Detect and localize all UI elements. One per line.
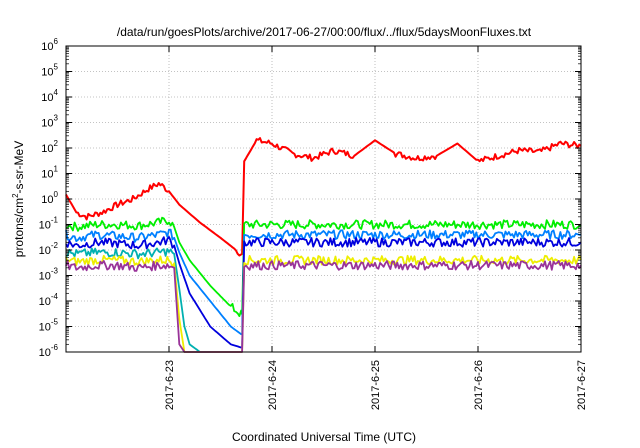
y-tick-label-base: 10: [41, 118, 53, 130]
y-tick-label: 10-2: [39, 241, 59, 257]
y-tick-label-exp: -1: [51, 216, 59, 225]
y-tick-label-base: 10: [41, 194, 53, 206]
y-tick-label-base: 10: [41, 67, 53, 79]
y-tick-label-exp: 5: [54, 63, 59, 72]
chart-title: /data/run/goesPlots/archive/2017-06-27/0…: [117, 25, 532, 39]
y-tick-label-exp: -5: [51, 318, 59, 327]
y-tick-label-base: 10: [39, 271, 51, 283]
y-axis-label-units: -s-sr-MeV: [12, 141, 26, 194]
x-axis-label: Coordinated Universal Time (UTC): [232, 430, 416, 444]
y-tick-label-base: 10: [41, 41, 53, 53]
x-tick-label: 2017-6-26: [473, 360, 485, 410]
y-tick-label: 10-4: [39, 292, 59, 308]
y-tick-label-exp: 2: [54, 139, 59, 148]
y-tick-label: 101: [41, 165, 58, 181]
y-axis-label: protons/cm2-s-sr-MeV: [11, 141, 26, 257]
y-tick-label: 10-3: [39, 267, 59, 283]
y-tick-label-base: 10: [39, 220, 51, 232]
x-tick-label: 2017-6-27: [576, 360, 588, 410]
y-tick-label-base: 10: [39, 347, 51, 359]
y-axis-label-main: protons/cm: [12, 198, 26, 257]
y-tick-label: 10-5: [39, 318, 59, 334]
y-tick-label-exp: -4: [51, 292, 59, 301]
y-tick-label-exp: -3: [51, 267, 59, 276]
y-tick-label: 105: [41, 63, 58, 79]
series-line-2: [65, 216, 582, 317]
y-tick-label-base: 10: [39, 245, 51, 257]
y-tick-label: 106: [41, 37, 58, 53]
y-tick-label-exp: 6: [54, 37, 59, 46]
series-line-3: [65, 228, 582, 336]
series-line-6: [65, 254, 582, 353]
y-tick-label: 103: [41, 114, 58, 130]
y-tick-label: 104: [41, 88, 58, 104]
series-group: [65, 137, 582, 353]
series-line-7: [65, 260, 582, 353]
plot-frame: [65, 45, 582, 353]
y-tick-label-base: 10: [39, 322, 51, 334]
y-tick-label-exp: -2: [51, 241, 59, 250]
tick-group: 10-610-510-410-310-210-11001011021031041…: [39, 37, 588, 410]
y-tick-label-exp: 0: [54, 190, 59, 199]
y-tick-label-base: 10: [41, 92, 53, 104]
y-tick-label-exp: 4: [54, 88, 59, 97]
y-tick-label-base: 10: [41, 143, 53, 155]
x-tick-label: 2017-6-24: [267, 360, 279, 410]
y-tick-label-base: 10: [41, 169, 53, 181]
grid: [66, 46, 582, 352]
y-tick-label-exp: 3: [54, 114, 59, 123]
y-tick-label-base: 10: [39, 296, 51, 308]
series-line-4: [65, 236, 582, 349]
y-tick-label: 10-6: [39, 343, 59, 359]
x-tick-label: 2017-6-23: [164, 360, 176, 410]
series-line-5: [65, 247, 211, 353]
series-line-1: [65, 137, 582, 257]
x-tick-label: 2017-6-25: [370, 360, 382, 410]
y-tick-label: 100: [41, 190, 58, 206]
y-axis-label-superscript: 2: [11, 193, 20, 198]
y-tick-label-exp: 1: [54, 165, 59, 174]
y-tick-label: 102: [41, 139, 58, 155]
y-tick-label: 10-1: [39, 216, 59, 232]
y-tick-label-exp: -6: [51, 343, 59, 352]
